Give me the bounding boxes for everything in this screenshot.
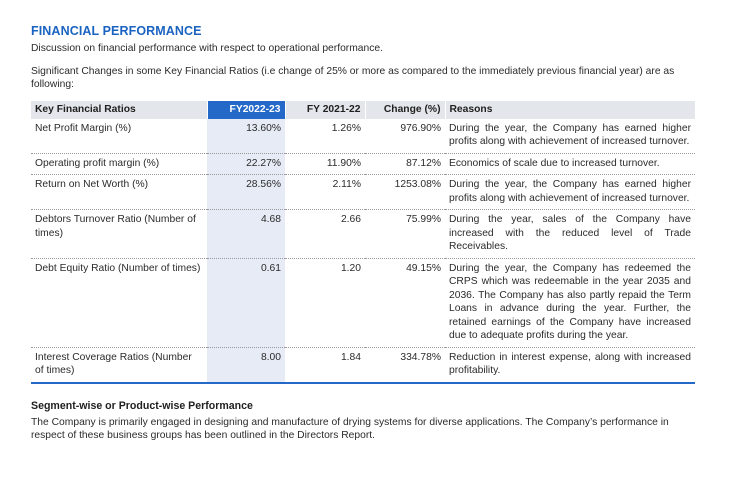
table-row: Debt Equity Ratio (Number of times) 0.61… xyxy=(31,258,695,348)
table-row: Operating profit margin (%) 22.27% 11.90… xyxy=(31,153,695,175)
reason-text: Economics of scale due to increased turn… xyxy=(445,153,695,175)
fy-current-value: 13.60% xyxy=(207,118,285,154)
fy-previous-value: 1.26% xyxy=(285,118,365,154)
header-reasons: Reasons xyxy=(444,100,695,119)
fy-previous-value: 1.84 xyxy=(285,347,365,384)
reason-text: During the year, sales of the Company ha… xyxy=(445,209,695,259)
table-row: Interest Coverage Ratios (Number of time… xyxy=(31,347,695,384)
header-fy-previous: FY 2021-22 xyxy=(284,100,365,119)
change-value: 49.15% xyxy=(365,258,445,348)
change-value: 1253.08% xyxy=(365,174,445,210)
fy-current-value: 4.68 xyxy=(207,209,285,259)
change-value: 87.12% xyxy=(365,153,445,175)
fy-previous-value: 11.90% xyxy=(285,153,365,175)
table-row: Return on Net Worth (%) 28.56% 2.11% 125… xyxy=(31,174,695,210)
fy-current-value: 22.27% xyxy=(207,153,285,175)
changes-note: Significant Changes in some Key Financia… xyxy=(31,65,675,91)
fy-current-value: 28.56% xyxy=(207,174,285,210)
financial-performance-section: FINANCIAL PERFORMANCE Discussion on fina… xyxy=(31,24,695,443)
reason-text: During the year, the Company has earned … xyxy=(445,174,695,210)
change-value: 75.99% xyxy=(365,209,445,259)
header-fy-current: FY2022-23 xyxy=(206,100,285,119)
header-ratio: Key Financial Ratios xyxy=(31,100,207,119)
segment-title: Segment-wise or Product-wise Performance xyxy=(31,399,253,412)
fy-current-value: 8.00 xyxy=(207,347,285,384)
ratio-name: Debtors Turnover Ratio (Number of times) xyxy=(31,209,207,259)
reason-text: During the year, the Company has redeeme… xyxy=(445,258,695,348)
ratio-name: Operating profit margin (%) xyxy=(31,153,207,175)
table-row: Debtors Turnover Ratio (Number of times)… xyxy=(31,209,695,259)
ratio-name: Debt Equity Ratio (Number of times) xyxy=(31,258,207,348)
fy-current-value: 0.61 xyxy=(207,258,285,348)
fy-previous-value: 2.66 xyxy=(285,209,365,259)
fy-previous-value: 1.20 xyxy=(285,258,365,348)
reason-text: During the year, the Company has earned … xyxy=(445,118,695,154)
ratio-name: Return on Net Worth (%) xyxy=(31,174,207,210)
reason-text: Reduction in interest expense, along wit… xyxy=(445,347,695,384)
table-header-row: Key Financial Ratios FY2022-23 FY 2021-2… xyxy=(31,100,695,119)
intro-text: Discussion on financial performance with… xyxy=(31,43,383,54)
key-financial-ratios-table: Key Financial Ratios FY2022-23 FY 2021-2… xyxy=(31,100,695,384)
table-row: Net Profit Margin (%) 13.60% 1.26% 976.9… xyxy=(31,118,695,154)
fy-previous-value: 2.11% xyxy=(285,174,365,210)
section-title: FINANCIAL PERFORMANCE xyxy=(31,24,202,38)
segment-body: The Company is primarily engaged in desi… xyxy=(31,416,669,442)
change-value: 334.78% xyxy=(365,347,445,384)
ratio-name: Interest Coverage Ratios (Number of time… xyxy=(31,347,207,384)
ratio-name: Net Profit Margin (%) xyxy=(31,118,207,154)
change-value: 976.90% xyxy=(365,118,445,154)
header-change: Change (%) xyxy=(364,100,445,119)
